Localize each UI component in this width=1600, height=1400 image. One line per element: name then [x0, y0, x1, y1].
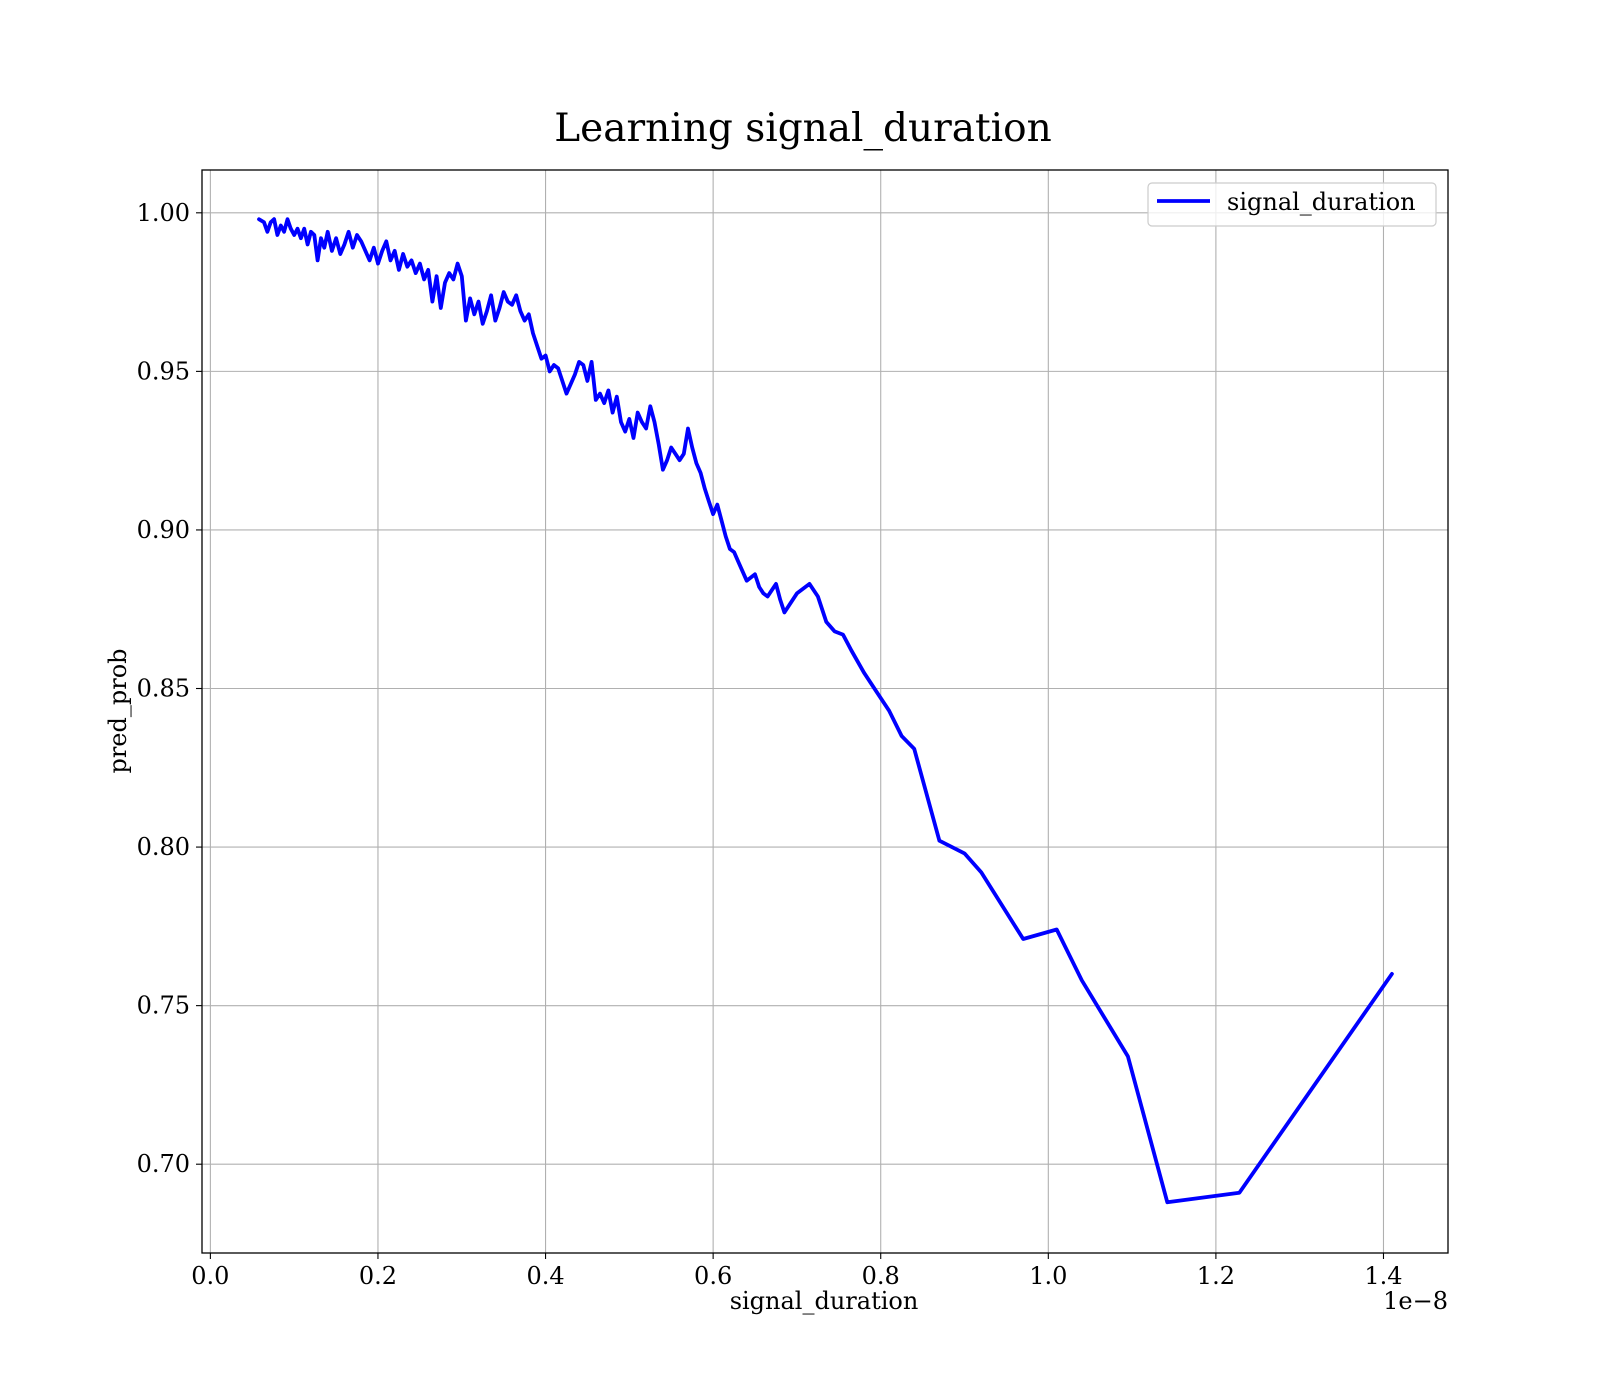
- y-axis-ticks: 0.70 0.75 0.80 0.85 0.90 0.95 1.00: [137, 199, 202, 1178]
- y-gridlines: [202, 212, 1448, 1165]
- legend: signal_duration: [1147, 182, 1437, 227]
- y-tick-label: 0.80: [137, 833, 190, 861]
- x-tick-label: 0.4: [526, 1262, 564, 1290]
- y-tick-label: 0.85: [137, 675, 190, 703]
- x-tick-label: 0.0: [191, 1262, 229, 1290]
- x-tick-label: 1.0: [1029, 1262, 1067, 1290]
- y-tick-label: 0.70: [137, 1150, 190, 1178]
- x-tick-label: 1.4: [1364, 1262, 1402, 1290]
- x-axis-label: signal_duration: [730, 1287, 919, 1315]
- y-tick-label: 0.75: [137, 992, 190, 1020]
- x-tick-label: 0.6: [694, 1262, 732, 1290]
- y-tick-label: 1.00: [137, 199, 190, 227]
- x-axis-offset-label: 1e−8: [1383, 1287, 1448, 1315]
- legend-box: [1147, 182, 1437, 227]
- y-tick-label: 0.95: [137, 357, 190, 385]
- x-axis-ticks: 0.0 0.2 0.4 0.6 0.8 1.0 1.2 1.4: [191, 1253, 1403, 1290]
- x-tick-label: 1.2: [1197, 1262, 1235, 1290]
- x-tick-label: 0.8: [862, 1262, 900, 1290]
- legend-label: signal_duration: [1227, 188, 1416, 216]
- y-tick-label: 0.90: [137, 516, 190, 544]
- x-gridlines: [209, 170, 1385, 1253]
- x-tick-label: 0.2: [359, 1262, 397, 1290]
- chart-title: Learning signal_duration: [554, 106, 1051, 151]
- series-line-signal-duration: [257, 217, 1394, 1205]
- plot-area-frame: [201, 169, 1449, 1254]
- y-axis-label: pred_prob: [104, 648, 132, 773]
